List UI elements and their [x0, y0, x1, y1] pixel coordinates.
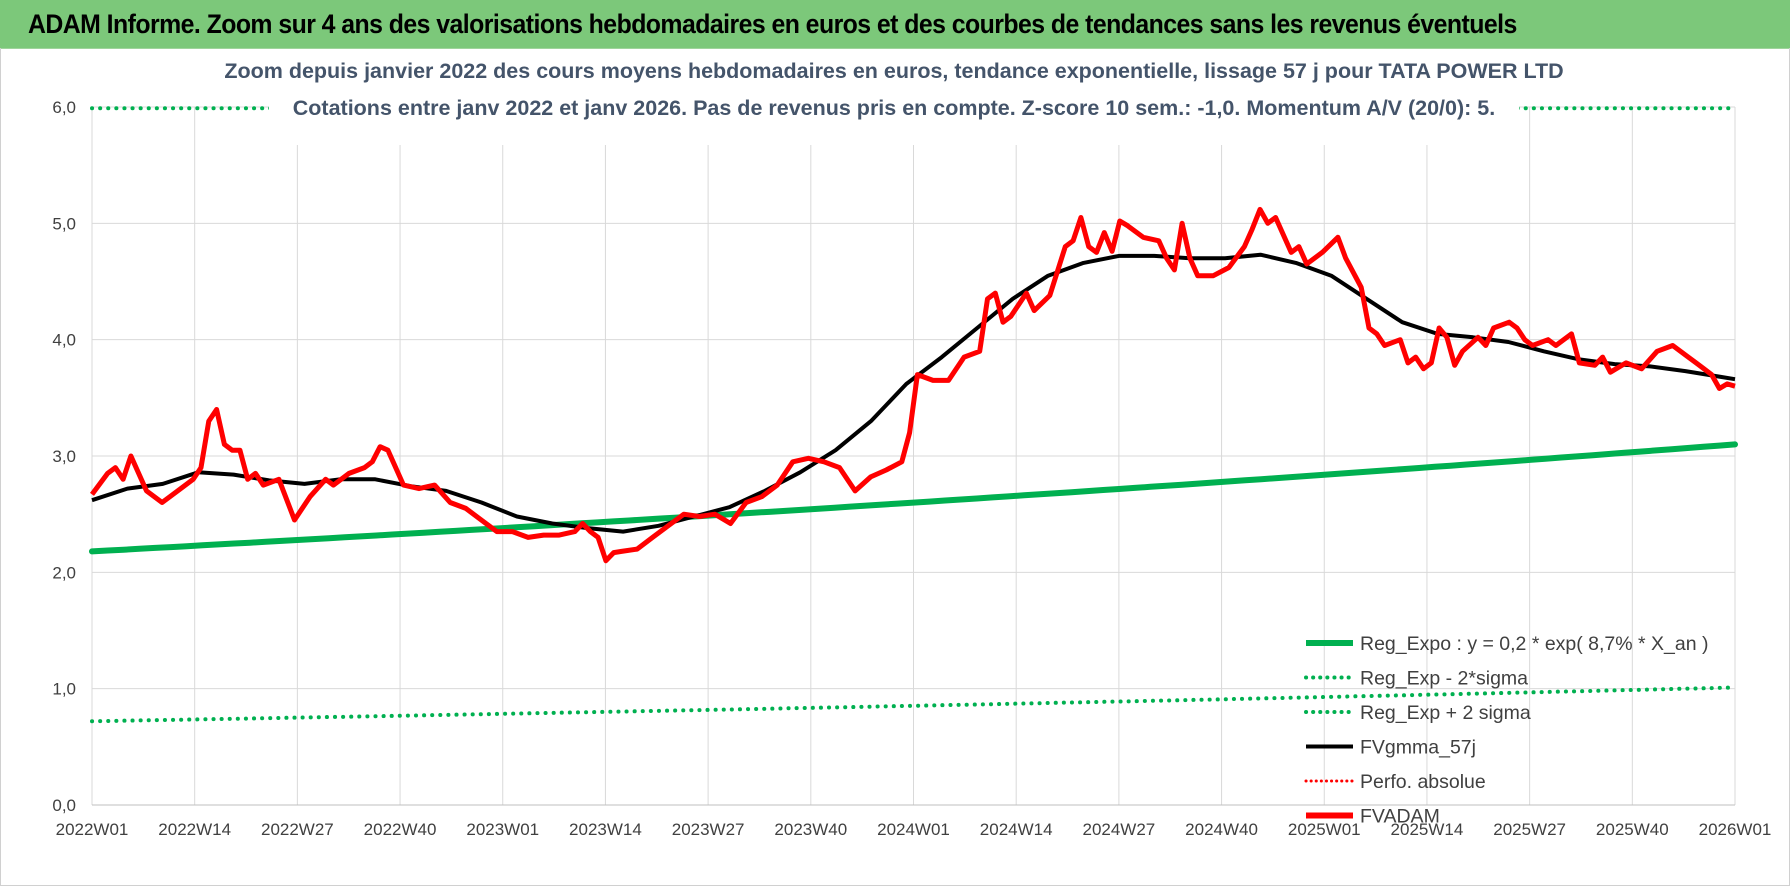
x-tick-label: 2026W01 [1699, 820, 1772, 839]
x-tick-label: 2022W40 [364, 820, 437, 839]
y-tick-label: 5,0 [52, 214, 76, 233]
x-tick-label: 2023W40 [774, 820, 847, 839]
title-box [269, 50, 1519, 145]
x-tick-label: 2025W40 [1596, 820, 1669, 839]
report-title: ADAM Informe. Zoom sur 4 ans des valoris… [28, 9, 1517, 39]
legend-label-reg_expo: Reg_Expo : y = 0,2 * exp( 8,7% * X_an ) [1360, 633, 1709, 655]
x-tick-label: 2024W27 [1082, 820, 1155, 839]
x-tick-label: 2023W01 [466, 820, 539, 839]
x-tick-label: 2023W14 [569, 820, 642, 839]
chart-frame: 0,0 1,0 2,0 3,0 4,0 5,0 6,0 2022W01 2022W14 2022W… [0, 48, 1790, 886]
chart-title-line1: Zoom depuis janvier 2022 des cours moyen… [224, 59, 1563, 83]
x-tick-label: 2022W27 [261, 820, 334, 839]
chart-title-line2: Cotations entre janv 2022 et janv 2026. … [293, 96, 1495, 120]
x-tick-label: 2023W27 [672, 820, 745, 839]
x-tick-label: 2025W01 [1288, 820, 1361, 839]
x-tick-label: 2024W40 [1185, 820, 1258, 839]
y-tick-label: 3,0 [52, 447, 76, 466]
x-tick-label: 2025W27 [1493, 820, 1566, 839]
legend-label-minus: Reg_Exp - 2*sigma [1360, 668, 1528, 690]
line-chart: 0,0 1,0 2,0 3,0 4,0 5,0 6,0 2022W01 2022W14 2022W… [52, 50, 1771, 839]
x-tick-label: 2024W14 [980, 820, 1053, 839]
x-tick-label: 2025W14 [1391, 820, 1464, 839]
legend-label-fvadam: FVADAM [1360, 806, 1440, 828]
legend: Reg_Expo : y = 0,2 * exp( 8,7% * X_an ) R… [1304, 633, 1709, 828]
series-reg-expo [89, 441, 1738, 555]
y-tick-label: 1,0 [52, 680, 76, 699]
report-banner: ADAM Informe. Zoom sur 4 ans des valoris… [0, 0, 1790, 49]
y-tick-label: 2,0 [52, 563, 76, 582]
series-reg-exp-minus-2sigma [90, 685, 1737, 724]
series-fvadam [89, 206, 1736, 564]
grid-lines [91, 106, 1736, 806]
y-tick-label: 4,0 [52, 331, 76, 350]
legend-label-plus: Reg_Exp + 2 sigma [1360, 702, 1531, 724]
x-tick-label: 2024W01 [877, 820, 950, 839]
legend-label-fvgmma: FVgmma_57j [1360, 737, 1476, 759]
legend-label-perfo: Perfo. absolue [1360, 771, 1486, 793]
y-tick-label: 6,0 [52, 98, 76, 117]
x-tick-label: 2022W01 [56, 820, 129, 839]
x-tick-label: 2022W14 [158, 820, 231, 839]
y-tick-label: 0,0 [52, 796, 76, 815]
axis-ticks: 0,0 1,0 2,0 3,0 4,0 5,0 6,0 2022W01 2022W14 2022W… [52, 98, 1771, 839]
